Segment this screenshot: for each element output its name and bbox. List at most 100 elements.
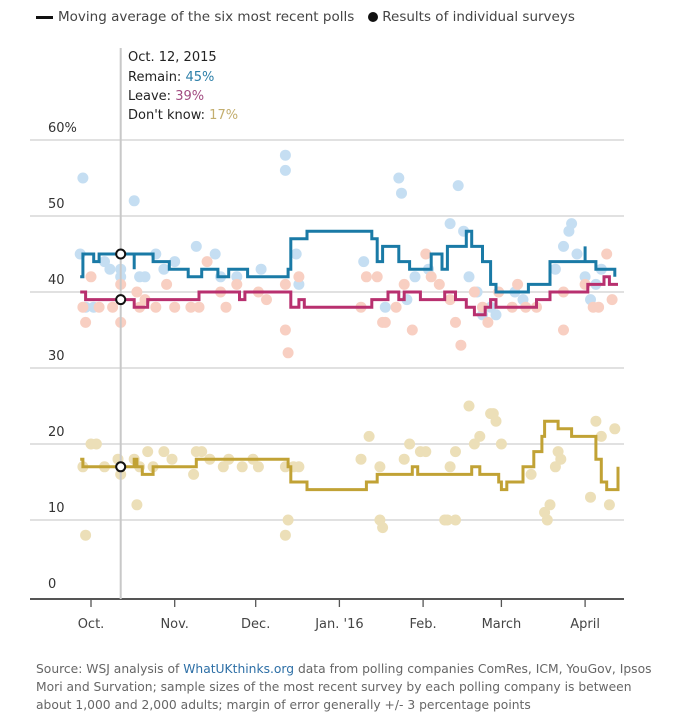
remain-survey-dot <box>104 263 116 275</box>
dontknow-survey-dot <box>549 461 561 473</box>
remain-survey-dot <box>139 271 151 283</box>
poll-chart[interactable]: 0 10 20 30 40 50 60% Oct. Nov. Dec. Jan. '16 Feb. Ma… <box>0 0 685 650</box>
leave-survey-dot <box>77 301 89 313</box>
x-tick-label: Nov. <box>160 617 189 632</box>
y-tick-label: 40 <box>48 273 65 288</box>
source-link[interactable]: WhatUKthinks.org <box>183 662 295 676</box>
remain-survey-dot <box>279 164 291 176</box>
leave-survey-dot <box>185 301 197 313</box>
remain-survey-dot <box>209 248 221 260</box>
dontknow-survey-dot <box>252 461 264 473</box>
leave-survey-dot <box>482 316 494 328</box>
leave-survey-dot <box>444 294 456 306</box>
leave-survey-dot <box>93 301 105 313</box>
leave-survey-dot <box>433 278 445 290</box>
dontknow-survey-dot <box>609 423 621 435</box>
leave-survey-dot <box>293 271 305 283</box>
leave-survey-dot <box>201 256 213 268</box>
remain-hover-marker <box>115 248 127 260</box>
leave-survey-dot <box>593 301 605 313</box>
tooltip-date: Oct. 12, 2015 <box>128 50 217 65</box>
remain-survey-dot <box>169 256 181 268</box>
legend-dot-swatch <box>368 12 379 22</box>
leave-survey-dot <box>512 278 524 290</box>
leave-survey-dot <box>450 316 461 328</box>
remain-survey-dot <box>444 218 456 230</box>
dontknow-survey-dot <box>541 514 553 526</box>
x-tick-label: Oct. <box>78 617 105 632</box>
leave-moving-average-line <box>80 275 618 317</box>
source-note: Source: WSJ analysis of WhatUKthinks.org… <box>36 662 652 712</box>
tooltip-remain: Remain: 45% <box>128 70 214 85</box>
dontknow-survey-dot <box>142 446 154 458</box>
dontknow-survey-dot <box>585 491 596 503</box>
leave-survey-dot <box>231 278 243 290</box>
remain-survey-dot <box>99 256 110 268</box>
leave-survey-dot <box>107 301 119 313</box>
leave-survey-dot <box>420 248 432 260</box>
remain-survey-dot <box>409 271 421 283</box>
dontknow-survey-dot <box>555 453 567 465</box>
remain-survey-dot <box>290 248 302 260</box>
dontknow-survey-dot <box>217 461 229 473</box>
remain-survey-dot <box>293 278 305 290</box>
remain-moving-average-line <box>80 229 617 294</box>
leave-survey-dot <box>85 271 97 283</box>
dontknow-survey-dot <box>166 453 178 465</box>
dontknow-survey-dot <box>80 529 92 541</box>
leave-hover-marker <box>115 294 127 306</box>
dontknow-survey-dot <box>420 446 432 458</box>
y-tick-label: 60% <box>48 121 77 136</box>
dontknow-survey-dot <box>468 438 480 450</box>
dontknow-survey-dot <box>441 514 453 526</box>
x-tick-label: April <box>570 617 600 632</box>
y-tick-label: 20 <box>48 425 65 440</box>
remain-survey-dot <box>279 149 291 161</box>
leave-survey-dot <box>379 316 391 328</box>
dontknow-hover-marker <box>115 461 127 473</box>
dontknow-survey-dot <box>355 453 367 465</box>
remain-survey-dot <box>231 271 243 283</box>
dontknow-survey-dot <box>158 446 170 458</box>
y-tick-label: 10 <box>48 501 65 516</box>
leave-survey-dot <box>161 278 173 290</box>
leave-survey-dot <box>169 301 181 313</box>
leave-survey-dot <box>371 271 383 283</box>
legend-line-swatch <box>36 15 53 19</box>
leave-survey-dot <box>282 347 294 359</box>
dontknow-survey-dot <box>398 453 410 465</box>
x-tick-label: March <box>482 617 522 632</box>
x-tick-label: Dec. <box>241 617 270 632</box>
dontknow-survey-dot <box>377 522 389 534</box>
dontknow-moving-average-line <box>80 419 620 492</box>
dontknow-survey-dot <box>525 468 537 480</box>
remain-survey-dot <box>77 172 89 184</box>
dontknow-survey-dot <box>236 461 248 473</box>
dontknow-survey-dot <box>444 461 456 473</box>
remain-survey-dot <box>566 218 578 230</box>
leave-survey-dot <box>606 294 618 306</box>
dontknow-survey-dot <box>196 446 208 458</box>
dontknow-survey-dot <box>603 499 615 511</box>
remain-survey-dot <box>128 195 140 207</box>
leave-survey-dot <box>131 286 143 298</box>
leave-survey-dot <box>558 324 569 336</box>
leave-survey-dot <box>279 324 291 336</box>
remain-survey-dot <box>490 309 502 321</box>
leave-survey-dot <box>150 301 162 313</box>
leave-survey-dot <box>220 301 232 313</box>
y-tick-label: 30 <box>48 349 65 364</box>
leave-survey-dot <box>398 278 410 290</box>
leave-survey-dot <box>601 248 613 260</box>
dontknow-survey-dot <box>90 438 102 450</box>
remain-survey-dot <box>558 240 569 252</box>
dontknow-survey-dot <box>474 430 486 442</box>
dontknow-survey-dot <box>490 415 502 427</box>
legend-dot-label: Results of individual surveys <box>382 9 575 25</box>
x-tick-label: Jan. '16 <box>314 617 363 632</box>
leave-survey-dot <box>455 339 467 351</box>
dontknow-survey-dot <box>590 415 602 427</box>
remain-survey-dot <box>255 263 267 275</box>
dontknow-survey-dot <box>450 514 461 526</box>
remain-survey-dot <box>396 187 407 199</box>
